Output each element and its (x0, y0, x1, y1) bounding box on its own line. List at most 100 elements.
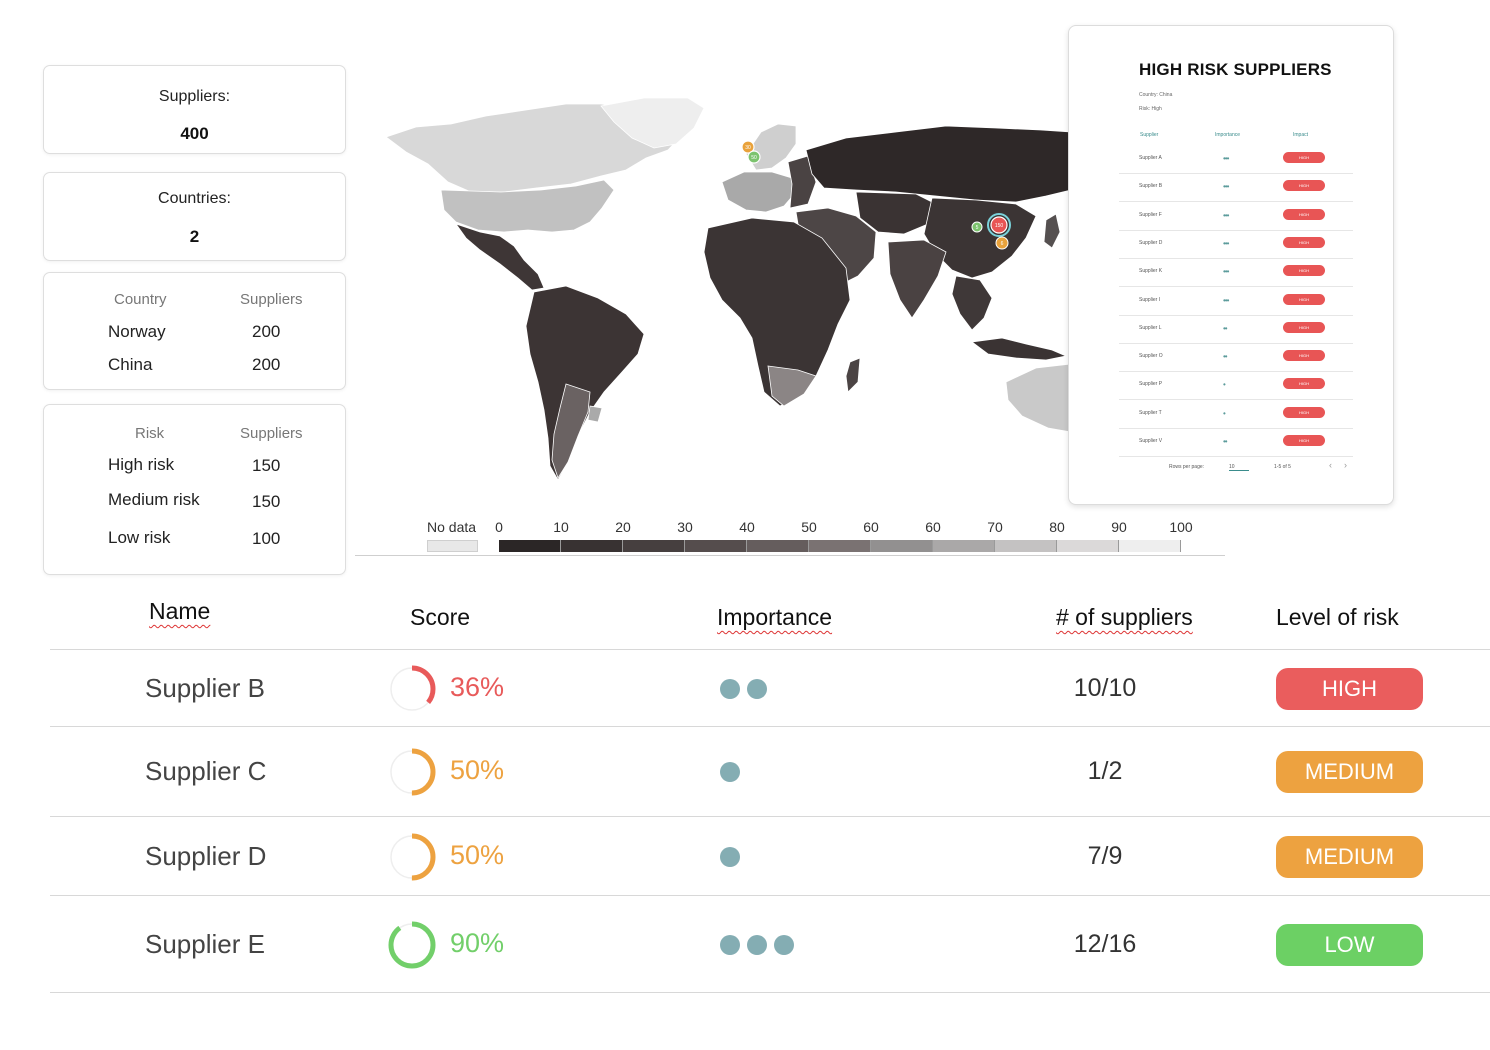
region-greenland[interactable] (600, 97, 705, 149)
high-risk-row[interactable]: Supplier L •• HIGH (1119, 316, 1353, 344)
map-legend: No data 0 10 20 30 40 50 60 60 70 80 90 100 (355, 515, 1230, 565)
high-risk-row[interactable]: Supplier A ••• HIGH (1119, 146, 1353, 174)
legend-color-swatch (623, 540, 685, 552)
impact-badge: HIGH (1283, 236, 1325, 248)
region-japan[interactable] (1043, 213, 1061, 249)
country-breakdown-card: Country Suppliers Norway 200 China 200 (43, 272, 346, 390)
supplier-row[interactable]: Supplier B 36% 10/10 HIGH (50, 649, 1490, 726)
pagination-next-button[interactable]: › (1344, 460, 1347, 470)
high-risk-row[interactable]: Supplier T • HIGH (1119, 401, 1353, 429)
column-header-name[interactable]: Name (149, 598, 211, 624)
country-column-header: Country (114, 291, 167, 308)
high-risk-row[interactable]: Supplier K ••• HIGH (1119, 259, 1353, 288)
legend-color-swatch (1057, 540, 1119, 552)
region-southeast-asia[interactable] (951, 275, 993, 331)
region-central-asia[interactable] (855, 191, 937, 235)
marker-label: 30 (745, 145, 751, 151)
region-russia[interactable] (805, 125, 1072, 203)
score-ring-arc (388, 833, 436, 880)
score-percent: 36% (450, 671, 505, 702)
region-usa[interactable] (440, 179, 615, 233)
high-risk-supplier-name: Supplier T (1139, 409, 1162, 416)
impact-badge: HIGH (1283, 350, 1325, 362)
high-risk-row[interactable]: Supplier B ••• HIGH (1119, 174, 1353, 203)
supplier-row[interactable]: Supplier C 50% 1/2 MEDIUM (50, 726, 1490, 816)
legend-color-swatch (1119, 540, 1181, 552)
risk-row-name: Medium risk (108, 490, 200, 509)
impact-badge: HIGH (1283, 321, 1325, 333)
column-header-importance[interactable]: Importance (717, 604, 833, 630)
supplier-table: Name Score Importance # of suppliers Lev… (50, 590, 1490, 1010)
region-argentina[interactable] (551, 383, 591, 479)
world-risk-map[interactable]: 30 50 150 5 6 (376, 92, 1076, 492)
legend-tick-label: 70 (987, 519, 1003, 535)
legend-no-data-swatch (427, 540, 478, 552)
table-bottom-border (50, 992, 1490, 993)
legend-color-swatch (809, 540, 871, 552)
legend-color-swatch (499, 540, 561, 552)
importance-dots (720, 762, 740, 782)
rows-per-page-select[interactable]: 10 (1229, 464, 1249, 471)
score-ring-arc (388, 665, 436, 712)
region-western-europe[interactable] (721, 171, 797, 213)
risk-level-badge: LOW (1276, 924, 1423, 966)
high-risk-supplier-name: Supplier V (1139, 438, 1163, 444)
region-south-america[interactable] (525, 285, 645, 481)
importance-dot-icon (720, 846, 740, 867)
impact-badge: HIGH (1283, 208, 1325, 220)
supplier-count: 10/10 (1073, 673, 1137, 702)
high-risk-row[interactable]: Supplier P • HIGH (1119, 372, 1353, 401)
legend-tick-label: 90 (1111, 519, 1127, 535)
high-risk-row[interactable]: Supplier I ••• HIGH (1119, 288, 1353, 316)
legend-color-swatch (871, 540, 933, 552)
importance-dot-icon (747, 678, 767, 699)
region-canada[interactable] (385, 103, 682, 193)
marker-label: 5 (976, 225, 979, 231)
legend-color-swatch (685, 540, 747, 552)
region-australia[interactable] (1005, 363, 1072, 433)
importance-dots-icon: ••• (1223, 182, 1229, 192)
marker-circle[interactable] (747, 150, 761, 164)
marker-circle[interactable] (995, 236, 1009, 250)
legend-tick-label: 20 (615, 519, 631, 535)
supplier-row[interactable]: Supplier E 90% 12/16 LOW (50, 895, 1490, 993)
score-percent: 90% (450, 928, 505, 958)
legend-baseline (355, 555, 1225, 556)
high-risk-row[interactable]: Supplier F ••• HIGH (1119, 203, 1353, 231)
legend-tick-label: 60 (925, 519, 941, 535)
high-risk-risk-line: Risk: High (1139, 106, 1162, 112)
legend-tick-label: 0 (495, 519, 503, 535)
marker-circle[interactable] (971, 221, 983, 233)
column-header-suppliers[interactable]: # of suppliers (1056, 604, 1193, 630)
impact-badge: HIGH (1283, 293, 1325, 305)
importance-dots-icon: •• (1223, 323, 1228, 333)
marker-circle[interactable] (990, 216, 1008, 234)
high-risk-supplier-name: Supplier A (1139, 155, 1162, 161)
legend-tick-label: 50 (801, 519, 817, 535)
importance-dots (720, 846, 740, 867)
region-indonesia[interactable] (970, 337, 1068, 361)
high-risk-supplier-name: Supplier I (1139, 296, 1161, 303)
region-mexico-central-america[interactable] (454, 223, 545, 291)
supplier-row[interactable]: Supplier D 50% 7/9 MEDIUM (50, 816, 1490, 895)
importance-dots (720, 678, 767, 699)
importance-dots-icon: • (1223, 380, 1226, 390)
high-risk-supplier-name: Supplier K (1139, 268, 1163, 275)
high-risk-supplier-name: Supplier F (1139, 211, 1162, 218)
supplier-count: 1/2 (1087, 757, 1123, 785)
region-india[interactable] (887, 239, 947, 319)
high-risk-row[interactable]: Supplier V •• HIGH (1119, 429, 1353, 457)
pagination-prev-button[interactable]: ‹ (1329, 460, 1332, 470)
high-risk-row[interactable]: Supplier D ••• HIGH (1119, 231, 1353, 259)
region-southern-africa[interactable] (767, 365, 817, 407)
column-header-score[interactable]: Score (410, 604, 471, 630)
supplier-count: 7/9 (1087, 841, 1123, 870)
marker-circle[interactable] (741, 140, 755, 154)
region-madagascar[interactable] (845, 357, 861, 393)
importance-dots-icon: ••• (1223, 154, 1229, 163)
importance-dot-icon (720, 678, 740, 699)
high-risk-row[interactable]: Supplier O •• HIGH (1119, 344, 1353, 373)
region-uruguay[interactable] (587, 405, 603, 423)
column-header-risk[interactable]: Level of risk (1276, 604, 1399, 630)
score-ring-icon (388, 921, 436, 969)
